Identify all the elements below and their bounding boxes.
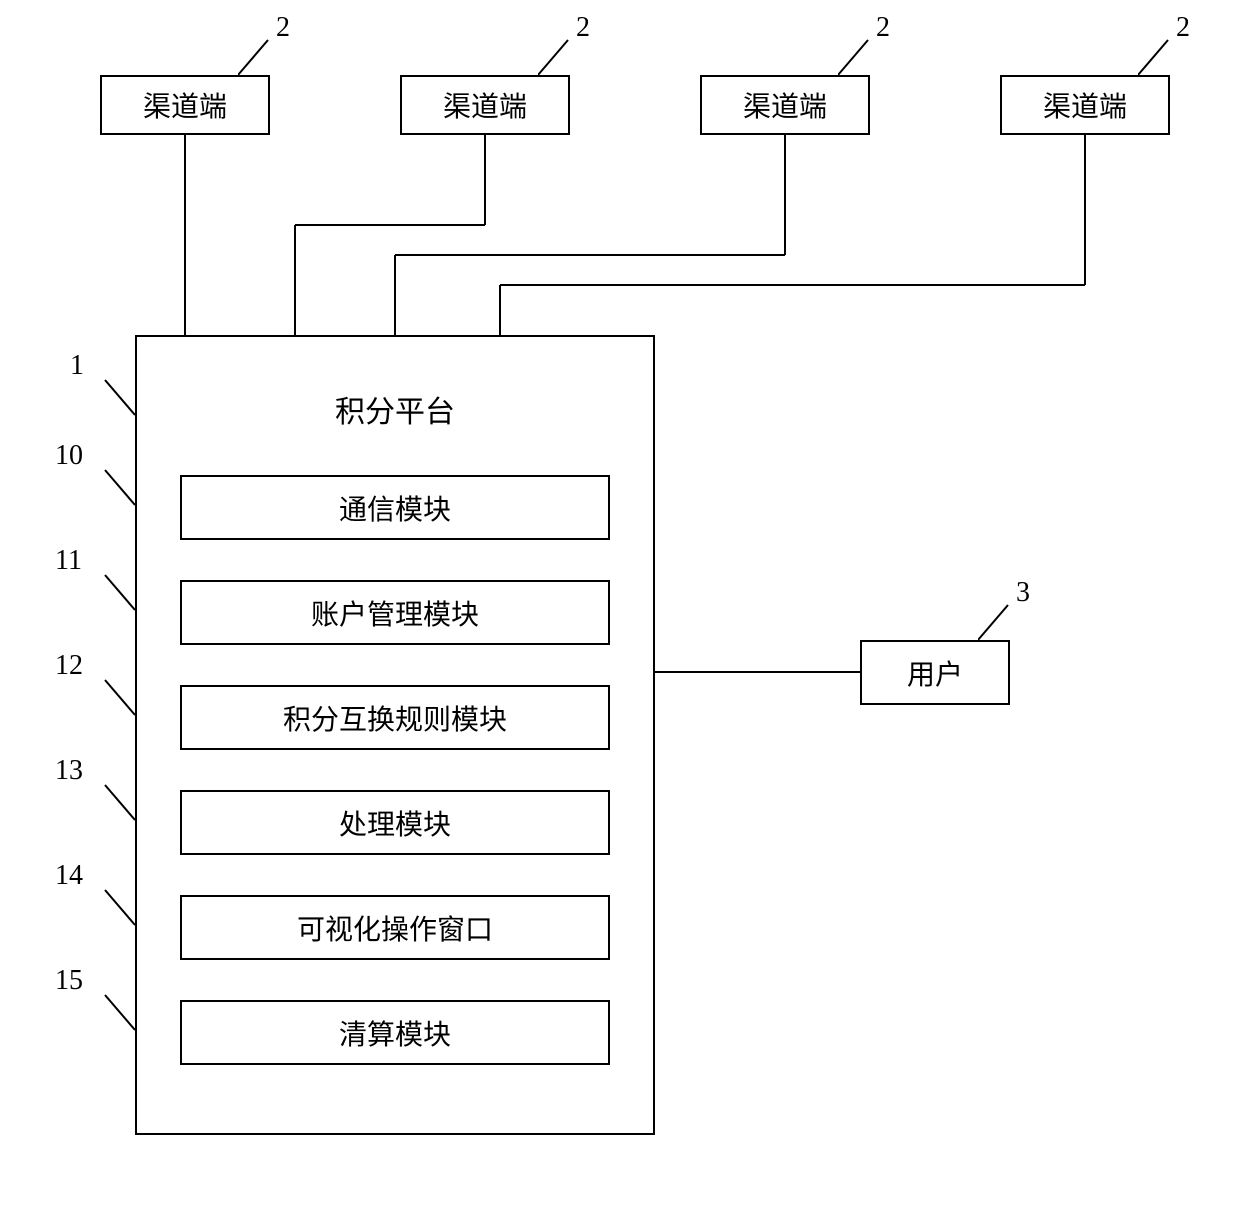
user-label: 用户 [907, 653, 963, 693]
channel-box-3: 渠道端 [700, 75, 870, 135]
module-label-3: 处理模块 [339, 803, 451, 843]
callout-label-channel-3: 2 [876, 12, 890, 44]
platform-title: 积分平台 [137, 387, 653, 431]
module-box-2: 积分互换规则模块 [180, 685, 610, 750]
module-box-0: 通信模块 [180, 475, 610, 540]
module-label-5: 清算模块 [339, 1013, 451, 1053]
callout-label-user: 3 [1016, 577, 1030, 609]
callout-label-channel-1: 2 [276, 12, 290, 44]
callout-label-module-5: 15 [55, 965, 83, 997]
callout-label-module-0: 10 [55, 440, 83, 472]
channel-label-3: 渠道端 [743, 85, 827, 125]
module-box-3: 处理模块 [180, 790, 610, 855]
module-label-2: 积分互换规则模块 [283, 698, 507, 738]
channel-box-2: 渠道端 [400, 75, 570, 135]
user-box: 用户 [860, 640, 1010, 705]
module-box-4: 可视化操作窗口 [180, 895, 610, 960]
callout-label-channel-4: 2 [1176, 12, 1190, 44]
callout-label-module-1: 11 [55, 545, 82, 577]
callout-label-channel-2: 2 [576, 12, 590, 44]
channel-box-1: 渠道端 [100, 75, 270, 135]
module-box-1: 账户管理模块 [180, 580, 610, 645]
callout-label-module-4: 14 [55, 860, 83, 892]
channel-label-1: 渠道端 [143, 85, 227, 125]
channel-label-2: 渠道端 [443, 85, 527, 125]
channel-label-4: 渠道端 [1043, 85, 1127, 125]
callout-label-platform: 1 [70, 350, 84, 382]
module-label-0: 通信模块 [339, 488, 451, 528]
callout-label-module-3: 13 [55, 755, 83, 787]
module-label-1: 账户管理模块 [311, 593, 479, 633]
module-label-4: 可视化操作窗口 [297, 908, 493, 948]
module-box-5: 清算模块 [180, 1000, 610, 1065]
channel-box-4: 渠道端 [1000, 75, 1170, 135]
callout-label-module-2: 12 [55, 650, 83, 682]
